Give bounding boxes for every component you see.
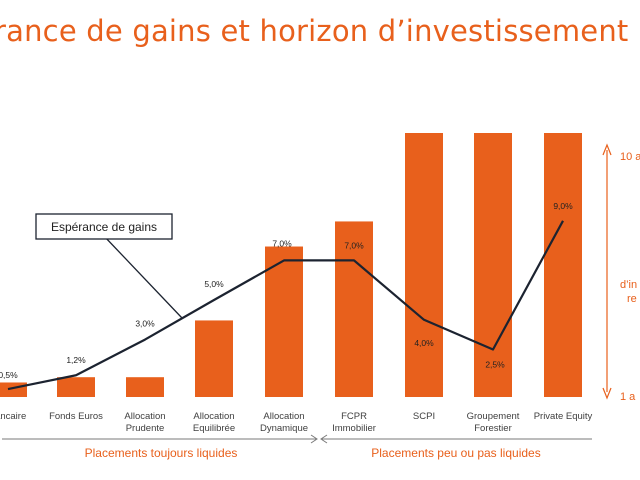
right-axis-top-label: 10 a [620, 151, 640, 163]
value-label-3: 5,0% [204, 279, 224, 289]
category-label-0: bancaire [0, 411, 26, 422]
right-axis: 10 a d’in re 1 a [602, 143, 640, 403]
right-axis-arrow-bottom [602, 387, 612, 400]
value-label-0: 0,5% [0, 370, 18, 380]
bar-group [0, 133, 582, 397]
category-label-8: Private Equity [534, 411, 593, 422]
group-brackets: Placements toujours liquides Placements … [2, 434, 592, 460]
category-label-4: Allocation Dynamique [260, 411, 308, 434]
value-label-1: 1,2% [66, 355, 86, 365]
category-label-3: Allocation Equilibrée [193, 411, 235, 434]
category-label-5: FCPR Immobilier [332, 411, 376, 434]
bar-8 [544, 133, 582, 397]
value-label-5: 7,0% [344, 240, 364, 250]
category-label-6: SCPI [413, 411, 435, 422]
line-series [7, 220, 564, 391]
right-axis-middle-label-2: re [627, 293, 637, 305]
bar-3 [195, 320, 233, 397]
value-label-8: 9,0% [553, 201, 573, 211]
value-label-6: 4,0% [414, 338, 434, 348]
callout: Espérance de gains [35, 213, 183, 319]
bracket-arrow-left [310, 434, 318, 444]
value-label-4: 7,0% [272, 238, 292, 248]
chart-title: rance de gains et horizon d’investisseme… [0, 14, 629, 48]
category-label-1: Fonds Euros [49, 411, 103, 422]
callout-text: Espérance de gains [51, 220, 157, 234]
value-label-7: 2,5% [485, 360, 505, 370]
category-label-2: Allocation Prudente [124, 411, 165, 434]
value-label-2: 3,0% [135, 319, 155, 329]
bar-0 [0, 382, 27, 397]
bar-7 [474, 133, 512, 397]
bar-6 [405, 133, 443, 397]
category-label-7: Groupement Forestier [467, 411, 520, 434]
right-axis-arrow-top [602, 143, 612, 156]
group-label-liquid: Placements toujours liquides [85, 446, 238, 460]
bar-5 [335, 221, 373, 397]
right-axis-middle-label-1: d’in [620, 279, 637, 291]
line-group: 0,5% 1,2% 3,0% 5,0% 7,0% 7,0% 4,0% 2,5% 9,0% [0, 201, 573, 391]
group-label-illiquid: Placements peu ou pas liquides [371, 446, 540, 460]
bar-1 [57, 377, 95, 397]
bracket-arrow-right [320, 434, 328, 444]
callout-leader-line [103, 235, 183, 319]
bar-4 [265, 246, 303, 397]
bar-2 [126, 377, 164, 397]
right-axis-bottom-label: 1 a [620, 391, 636, 403]
callout-box [35, 213, 173, 240]
